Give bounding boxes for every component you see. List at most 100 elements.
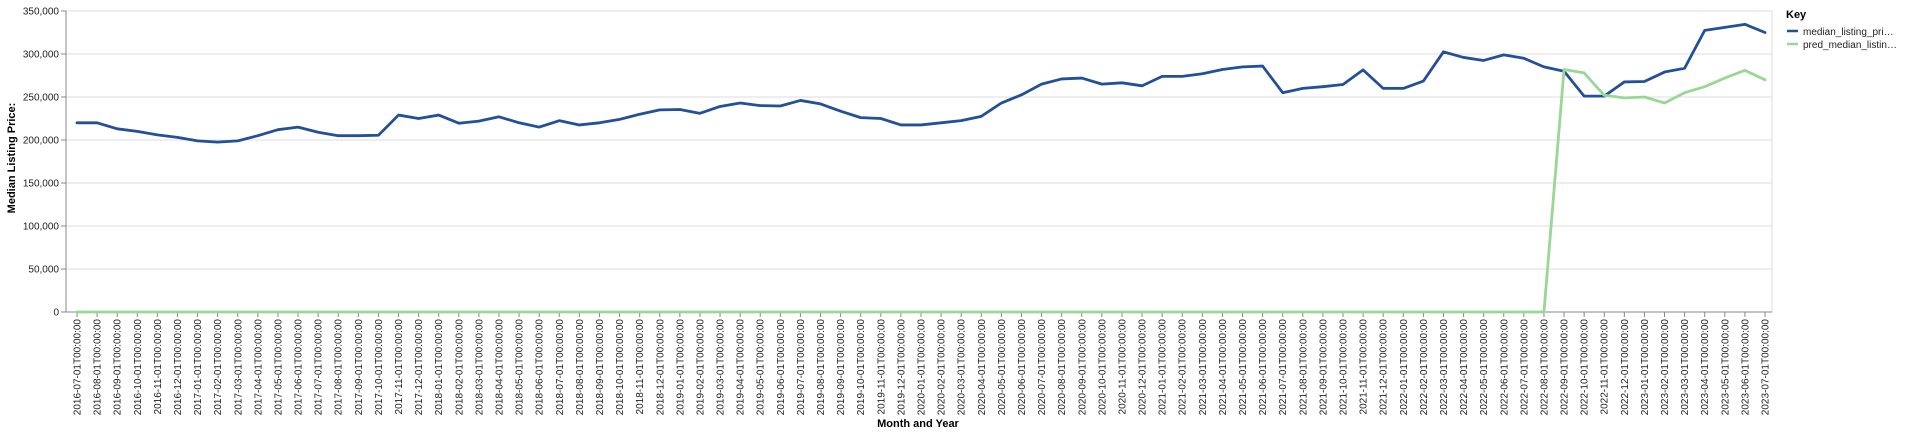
data-point-s0-51 <box>1100 82 1104 86</box>
data-point-s0-4 <box>156 133 159 137</box>
x-tick-label: 2017-03-01T00:00:00 <box>233 319 244 416</box>
x-tick-label: 2019-07-01T00:00:00 <box>796 319 807 416</box>
data-point-s0-11 <box>296 125 300 129</box>
data-point-s1-31 <box>698 310 702 314</box>
data-point-s1-82 <box>1723 76 1727 80</box>
data-point-s1-12 <box>316 310 320 314</box>
data-point-s1-74 <box>1562 68 1566 71</box>
data-point-s1-84 <box>1763 78 1767 82</box>
data-point-s0-64 <box>1361 68 1365 72</box>
data-point-s1-18 <box>437 310 440 314</box>
x-tick-label: 2017-08-01T00:00:00 <box>334 319 345 416</box>
data-point-s1-66 <box>1402 310 1405 314</box>
x-tick-label: 2018-12-01T00:00:00 <box>655 319 666 416</box>
series-line-1 <box>75 68 1767 314</box>
data-point-s1-9 <box>256 310 260 314</box>
data-point-s0-65 <box>1381 87 1385 90</box>
x-tick-label: 2018-08-01T00:00:00 <box>575 319 586 416</box>
x-tick-label: 2018-01-01T00:00:00 <box>434 319 445 416</box>
data-point-s0-83 <box>1743 23 1747 26</box>
x-tick-label: 2020-09-01T00:00:00 <box>1077 319 1088 416</box>
x-tick-label: 2021-11-01T00:00:00 <box>1359 319 1370 415</box>
data-point-s1-57 <box>1221 310 1224 314</box>
data-point-s1-54 <box>1160 310 1164 314</box>
data-point-s1-60 <box>1281 310 1284 314</box>
x-tick-label: 2018-07-01T00:00:00 <box>555 319 566 416</box>
data-point-s0-46 <box>1000 101 1003 105</box>
x-tick-label: 2022-09-01T00:00:00 <box>1560 319 1571 416</box>
x-tick-label: 2016-07-01T00:00:00 <box>73 319 84 416</box>
data-point-s1-34 <box>759 310 762 314</box>
gridlines <box>66 10 1773 313</box>
data-point-s1-19 <box>457 310 461 314</box>
data-point-s0-56 <box>1201 72 1204 75</box>
data-point-s1-67 <box>1422 310 1425 314</box>
data-point-s0-66 <box>1402 87 1405 90</box>
data-point-s1-13 <box>337 310 340 314</box>
data-point-s0-77 <box>1623 80 1626 84</box>
x-tick-label: 2022-12-01T00:00:00 <box>1620 319 1631 416</box>
data-point-s1-44 <box>959 310 963 314</box>
data-point-s0-53 <box>1140 84 1144 88</box>
data-point-s0-16 <box>397 113 400 117</box>
data-point-s1-27 <box>618 310 621 314</box>
y-tick-label: 100,000 <box>23 222 60 233</box>
data-point-s1-61 <box>1301 310 1305 314</box>
data-point-s0-47 <box>1020 93 1023 97</box>
data-point-s0-24 <box>558 119 561 122</box>
data-point-s1-8 <box>236 310 239 314</box>
x-tick-label: 2021-12-01T00:00:00 <box>1379 319 1390 416</box>
data-point-s1-77 <box>1623 96 1626 100</box>
data-point-s1-55 <box>1181 310 1184 314</box>
data-point-s1-41 <box>899 310 903 314</box>
x-tick-label: 2020-02-01T00:00:00 <box>937 319 948 416</box>
data-point-s0-5 <box>176 136 179 139</box>
data-point-s0-41 <box>899 123 903 127</box>
x-tick-label: 2018-06-01T00:00:00 <box>535 319 546 416</box>
x-tick-label: 2020-10-01T00:00:00 <box>1097 319 1108 416</box>
data-point-s0-31 <box>698 112 702 115</box>
data-point-s0-45 <box>980 115 983 118</box>
x-tick-label: 2022-10-01T00:00:00 <box>1580 319 1591 416</box>
x-tick-label: 2021-10-01T00:00:00 <box>1339 319 1350 416</box>
x-tick-label: 2022-03-01T00:00:00 <box>1439 319 1450 416</box>
legend: Key median_listing_pri… pred_median_list… <box>1786 9 1897 51</box>
x-tick-label: 2016-10-01T00:00:00 <box>133 319 144 416</box>
x-tick-label: 2023-04-01T00:00:00 <box>1700 319 1711 416</box>
data-point-s0-7 <box>216 140 219 144</box>
x-tick-label: 2017-06-01T00:00:00 <box>294 319 305 416</box>
data-point-s1-17 <box>417 310 420 314</box>
data-point-s0-58 <box>1241 65 1244 69</box>
data-point-s0-37 <box>819 102 822 106</box>
data-point-s1-0 <box>75 310 79 314</box>
x-tick-label: 2017-02-01T00:00:00 <box>213 319 224 416</box>
x-tick-label: 2020-11-01T00:00:00 <box>1117 319 1128 415</box>
data-point-s1-52 <box>1120 310 1124 314</box>
x-tick-label: 2020-05-01T00:00:00 <box>997 319 1008 416</box>
data-point-s0-1 <box>95 121 99 125</box>
data-point-s1-30 <box>678 310 682 314</box>
data-point-s0-17 <box>417 117 420 120</box>
data-point-s1-4 <box>156 310 159 314</box>
data-point-s1-2 <box>115 310 119 314</box>
data-point-s0-29 <box>658 108 661 112</box>
data-point-s1-79 <box>1663 101 1666 105</box>
data-point-s0-21 <box>497 115 501 118</box>
data-point-s0-63 <box>1341 83 1345 86</box>
x-tick-label: 2022-08-01T00:00:00 <box>1539 319 1550 416</box>
y-axis-title: Median Listing Price: <box>6 103 18 214</box>
data-point-s0-15 <box>377 134 380 137</box>
data-point-s0-10 <box>276 128 280 131</box>
data-point-s1-65 <box>1381 310 1385 314</box>
data-point-s0-43 <box>939 121 943 125</box>
x-tick-label: 2018-10-01T00:00:00 <box>615 319 626 416</box>
data-point-s1-64 <box>1361 310 1365 314</box>
data-point-s1-43 <box>939 310 943 314</box>
data-point-s0-71 <box>1502 53 1505 57</box>
x-tick-label: 2019-08-01T00:00:00 <box>816 319 827 416</box>
data-point-s1-28 <box>638 310 641 314</box>
x-tick-label: 2019-09-01T00:00:00 <box>836 319 847 416</box>
y-tick-label: 350,000 <box>23 7 60 18</box>
data-point-s0-70 <box>1482 59 1485 62</box>
y-tick-label: 50,000 <box>28 265 59 276</box>
